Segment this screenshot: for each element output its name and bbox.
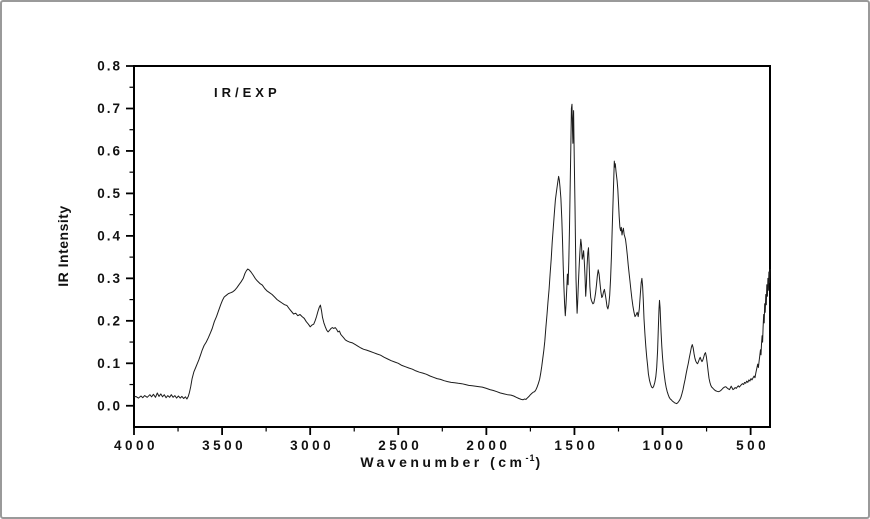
y-tick-label: 0.0 <box>97 398 122 413</box>
x-tick-label: 500 <box>736 438 769 453</box>
y-tick-label: 0.5 <box>97 186 122 201</box>
y-tick-label: 0.1 <box>97 356 122 371</box>
x-axis-title-text: Wavenumber (cm <box>360 454 526 470</box>
x-tick-label: 2000 <box>466 438 510 453</box>
x-axis-title: Wavenumber (cm-1) <box>134 453 770 470</box>
plot-annotation-title: IR/EXP <box>214 85 281 100</box>
x-tick-label: 4000 <box>114 438 158 453</box>
x-axis-title-close-paren: ) <box>535 454 544 470</box>
y-tick-label: 0.3 <box>97 271 122 286</box>
spectrum-curve <box>133 103 771 405</box>
y-tick-label: 0.6 <box>97 143 122 158</box>
y-tick-label: 0.4 <box>97 228 122 243</box>
plot-frame <box>133 65 771 428</box>
y-axis-title: IR Intensity <box>55 205 71 287</box>
x-tick-label: 2500 <box>378 438 422 453</box>
x-tick-label: 3500 <box>202 438 246 453</box>
y-tick-label: 0.7 <box>97 101 122 116</box>
y-tick-label: 0.8 <box>97 59 122 74</box>
y-tick-label: 0.2 <box>97 313 122 328</box>
x-tick-label: 1500 <box>554 438 598 453</box>
x-tick-label: 1000 <box>643 438 687 453</box>
x-tick-label: 3000 <box>290 438 334 453</box>
x-axis-title-superscript: -1 <box>525 453 536 463</box>
